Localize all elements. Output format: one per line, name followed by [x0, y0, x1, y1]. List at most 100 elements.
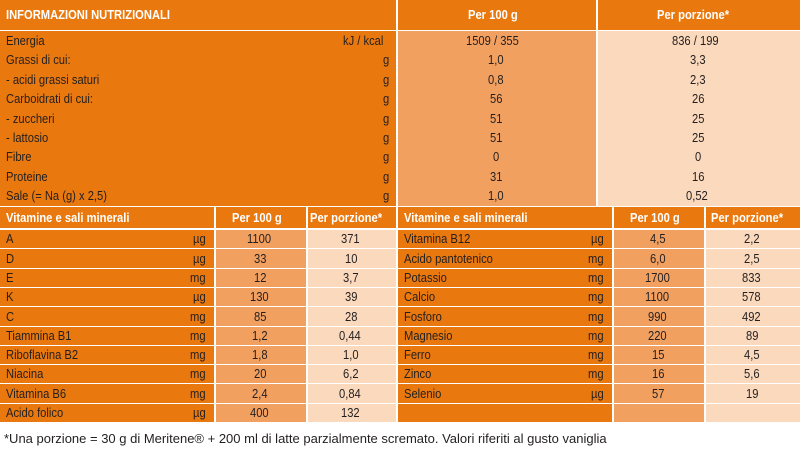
vit-left-unit-text: µg: [193, 405, 206, 420]
nutrient-name: - zuccheri: [0, 109, 396, 128]
vit-right-portion-text: 19: [745, 386, 759, 401]
vit-right-name: Selenio: [398, 384, 612, 403]
vit-left-per100-text: 1,2: [251, 328, 268, 343]
vit-left-unit-text: µg: [193, 231, 206, 246]
vit-left-unit: mg: [0, 365, 214, 383]
nutrient-per100-text: 0,8: [487, 72, 504, 87]
vit-left-portion-text: 6,2: [342, 366, 359, 381]
vit-left-header-per100: Per 100 g: [216, 207, 306, 228]
nutrient-per100: 1509 / 355: [398, 31, 596, 50]
vit-right-per100: 1100: [614, 288, 704, 306]
vit-left-per100: 85: [216, 307, 306, 326]
vit-left-per100-text: 12: [253, 270, 267, 285]
nutrient-unit-text: g: [382, 149, 389, 164]
vit-right-unit-text: mg: [587, 309, 604, 324]
nutrient-unit-text: kJ / kcal: [343, 33, 384, 48]
nutrient-name: - acidi grassi saturi: [0, 70, 396, 89]
nutrient-per100-text: 51: [489, 130, 503, 145]
vit-left-unit-text: mg: [189, 270, 206, 285]
nutrient-per100: 51: [398, 109, 596, 128]
vit-left-per100: 33: [216, 249, 306, 268]
vit-right-per100: 16: [614, 365, 704, 383]
vit-left-header-per100-text: Per 100 g: [232, 210, 282, 225]
nutrient-portion: 16: [598, 167, 800, 186]
vit-left-portion-text: 39: [344, 289, 358, 304]
nutrient-unit: g: [0, 147, 396, 167]
nutrient-unit: g: [0, 89, 396, 109]
nutrient-per100-text: 1509 / 355: [466, 33, 520, 48]
vit-left-portion: 371: [308, 230, 396, 248]
vit-left-per100: 1,8: [216, 346, 306, 364]
nutrient-per100: 51: [398, 128, 596, 147]
vit-right-portion-text: 2,2: [743, 231, 760, 246]
nutrient-name-text: Carboidrati di cui:: [6, 91, 93, 106]
vit-left-header-title: Vitamine e sali minerali: [0, 207, 214, 228]
nutrient-unit-text: g: [382, 169, 389, 184]
nutrient-unit: g: [0, 50, 396, 70]
vit-right-portion-text: 833: [742, 270, 761, 285]
vit-left-name: Niacina: [0, 365, 214, 383]
vit-right-name-text: Vitamina B12: [404, 231, 471, 246]
nutrient-per100-text: 31: [489, 169, 503, 184]
nutrient-portion-text: 26: [691, 91, 705, 106]
vit-left-unit: mg: [0, 384, 214, 403]
nutrient-name-text: - acidi grassi saturi: [6, 72, 100, 87]
vit-right-unit: µg: [398, 230, 612, 248]
vit-right-name-text: Magnesio: [404, 328, 453, 343]
nutrient-name: Proteine: [0, 167, 396, 186]
vit-left-per100-text: 400: [250, 405, 269, 420]
nutrient-portion-text: 16: [691, 169, 705, 184]
nutrient-portion-text: 3,3: [689, 52, 706, 67]
vit-left-portion: 6,2: [308, 365, 396, 383]
vit-right-name: Calcio: [398, 288, 612, 306]
vit-right-portion: 492: [706, 307, 800, 326]
vit-right-per100-text: 220: [648, 328, 667, 343]
vit-right-portion-text: 89: [745, 328, 759, 343]
vit-left-per100: 20: [216, 365, 306, 383]
nutrient-unit-text: g: [382, 130, 389, 145]
nutrition-header-per100-text: Per 100 g: [468, 7, 518, 22]
nutrient-name: Sale (= Na (g) x 2,5): [0, 186, 396, 206]
vit-right-empty-name: [398, 404, 612, 422]
vit-left-name-text: Tiammina B1: [6, 328, 72, 343]
vit-left-unit: mg: [0, 327, 214, 345]
vit-right-unit-text: µg: [591, 231, 604, 246]
vit-left-name: Tiammina B1: [0, 327, 214, 345]
vit-right-empty-per100: [614, 404, 704, 422]
nutrient-name-text: - lattosio: [6, 130, 49, 145]
vit-left-name-text: E: [6, 270, 14, 285]
vit-left-header-portion: Per porzione*: [308, 207, 396, 228]
vit-left-per100-text: 33: [253, 251, 267, 266]
nutrition-header-portion-text: Per porzione*: [657, 7, 730, 22]
vit-right-portion: 2,2: [706, 230, 800, 248]
vit-left-name-text: Niacina: [6, 366, 44, 381]
vit-right-name-text: Calcio: [404, 289, 436, 304]
nutrient-per100-text: 0: [493, 149, 500, 164]
nutrient-name-text: Energia: [6, 33, 45, 48]
vit-left-per100-text: 1,8: [251, 347, 268, 362]
vit-right-unit: mg: [398, 307, 612, 326]
vit-left-name-text: D: [6, 251, 15, 266]
nutrient-per100: 0: [398, 147, 596, 167]
vit-right-portion: 2,5: [706, 249, 800, 268]
vit-right-portion-text: 5,6: [743, 366, 760, 381]
vit-right-name: Zinco: [398, 365, 612, 383]
vit-right-per100-text: 6,0: [649, 251, 666, 266]
nutrient-per100: 1,0: [398, 50, 596, 70]
vit-right-name: Ferro: [398, 346, 612, 364]
vit-right-name: Vitamina B12: [398, 230, 612, 248]
nutrient-portion-text: 25: [691, 130, 705, 145]
vit-right-per100: 1700: [614, 269, 704, 287]
vit-right-per100: 990: [614, 307, 704, 326]
vit-right-header-portion: Per porzione*: [706, 207, 800, 228]
vit-left-name: Acido folico: [0, 404, 214, 422]
vit-left-portion: 39: [308, 288, 396, 306]
vit-right-per100: 57: [614, 384, 704, 403]
nutrition-header-per100: Per 100 g: [398, 0, 596, 30]
footnote: *Una porzione = 30 g di Meritene® + 200 …: [4, 431, 607, 446]
nutrient-portion: 25: [598, 128, 800, 147]
vit-left-portion-text: 0,44: [339, 328, 362, 343]
nutrient-portion: 3,3: [598, 50, 800, 70]
vit-left-portion-text: 132: [341, 405, 360, 420]
nutrient-name-text: - zuccheri: [6, 111, 55, 126]
